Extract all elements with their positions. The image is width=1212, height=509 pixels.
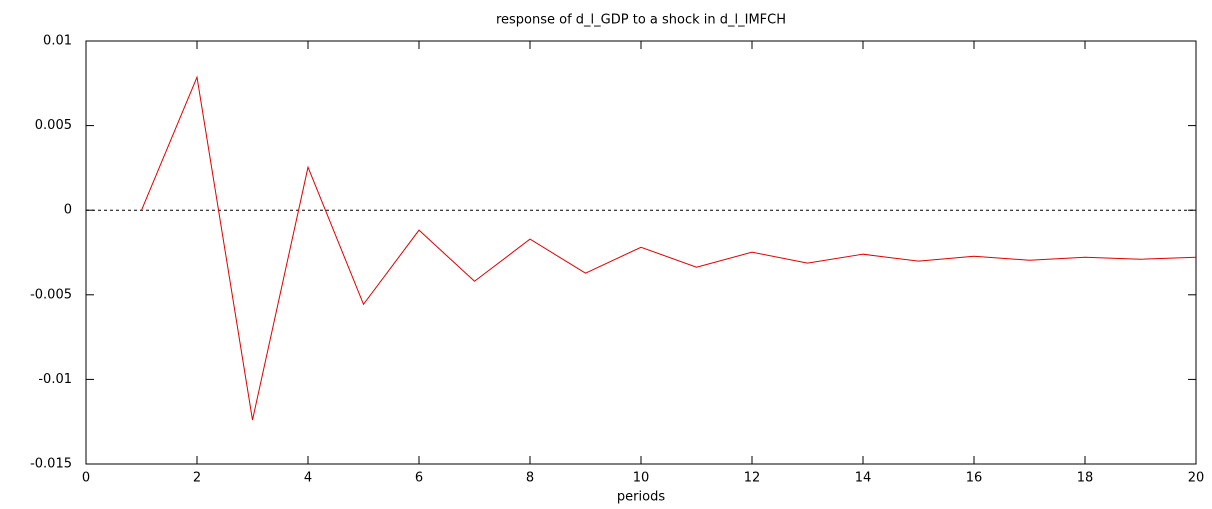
x-tick-label: 20: [1188, 471, 1205, 486]
x-tick-label: 12: [744, 471, 761, 486]
x-tick-label: 6: [415, 471, 423, 486]
y-tick-label: 0: [64, 203, 72, 218]
x-tick-label: 8: [526, 471, 534, 486]
plot-frame: [85, 40, 1197, 465]
x-tick-label: 16: [966, 471, 983, 486]
x-tick-label: 18: [1077, 471, 1094, 486]
x-tick-label: 0: [82, 471, 90, 486]
y-tick-label: 0.005: [35, 118, 72, 133]
y-tick-label: -0.01: [38, 372, 72, 387]
data-line: [141, 75, 1197, 421]
y-tick-label: -0.015: [30, 457, 72, 472]
x-axis-label: periods: [617, 490, 665, 505]
y-tick-label: -0.005: [30, 287, 72, 302]
x-tick-label: 2: [193, 471, 201, 486]
x-tick-label: 14: [855, 471, 872, 486]
chart-title: response of d_l_GDP to a shock in d_l_IM…: [496, 13, 786, 28]
y-tick-label: 0.01: [43, 34, 72, 49]
x-tick-label: 10: [633, 471, 650, 486]
x-tick-label: 4: [304, 471, 312, 486]
